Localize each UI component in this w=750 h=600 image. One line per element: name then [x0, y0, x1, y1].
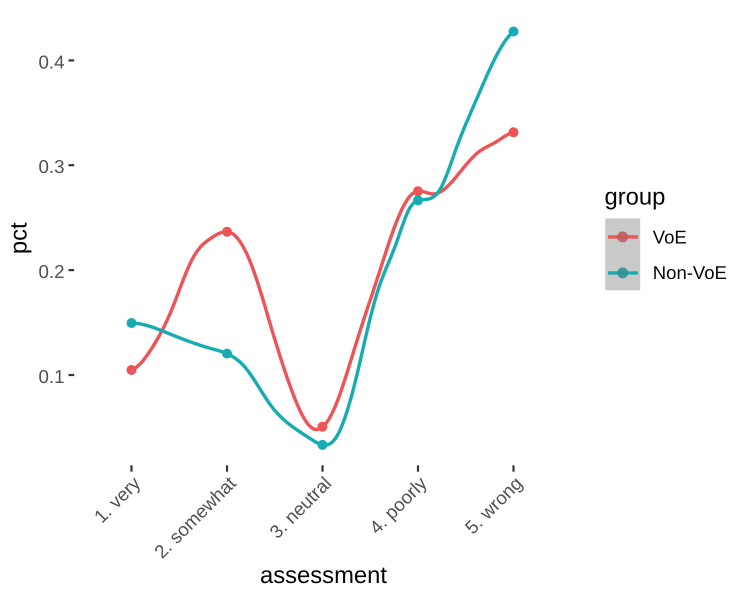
svg-text:Non-VoE: Non-VoE — [653, 262, 727, 283]
svg-text:pct: pct — [6, 222, 33, 254]
svg-text:VoE: VoE — [653, 226, 687, 247]
svg-text:0.3: 0.3 — [39, 156, 65, 177]
svg-text:0.1: 0.1 — [39, 366, 65, 387]
svg-text:0.4: 0.4 — [39, 51, 65, 72]
svg-text:0.2: 0.2 — [39, 261, 65, 282]
svg-text:assessment: assessment — [260, 562, 387, 589]
svg-text:group: group — [605, 184, 666, 211]
